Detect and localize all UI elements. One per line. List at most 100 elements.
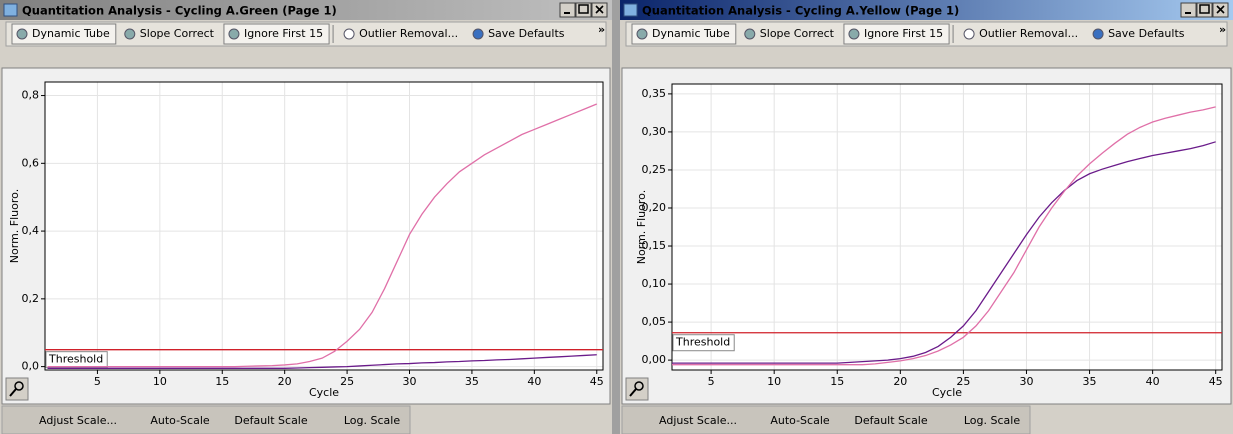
x-tick-label: 35	[1083, 375, 1097, 388]
x-tick-label: 5	[708, 375, 715, 388]
button-icon	[228, 28, 240, 40]
glyph	[1216, 5, 1225, 14]
footer-button[interactable]: Auto-Scale	[150, 414, 210, 427]
y-tick-label: 0,20	[642, 201, 667, 214]
button-icon	[472, 28, 484, 40]
x-tick-label: 20	[278, 375, 292, 388]
x-axis-label: Cycle	[932, 386, 962, 399]
y-tick-label: 0,8	[22, 89, 40, 102]
x-tick-label: 25	[956, 375, 970, 388]
zoom-icon	[9, 388, 17, 397]
x-tick-label: 30	[403, 375, 417, 388]
x-tick-label: 10	[153, 375, 167, 388]
toolbar-button-label: Dynamic Tube	[32, 27, 110, 40]
footer-tab	[621, 405, 1031, 434]
series-line	[672, 106, 1216, 366]
y-tick-label: 0,6	[22, 156, 40, 169]
button-icon	[963, 28, 975, 40]
toolbar-button-label: Save Defaults	[1108, 27, 1185, 40]
x-tick-label: 15	[830, 375, 844, 388]
title-bar	[620, 0, 1233, 20]
x-tick-label: 35	[465, 375, 479, 388]
x-tick-label: 40	[527, 375, 541, 388]
x-axis-label: Cycle	[309, 386, 339, 399]
window-separator	[612, 0, 620, 434]
glyph	[595, 5, 604, 14]
series-line	[47, 103, 598, 368]
glyph	[1199, 4, 1210, 14]
toolbar-button-label: Outlier Removal...	[359, 27, 458, 40]
plot-area	[45, 82, 603, 370]
footer-button[interactable]: Log. Scale	[964, 414, 1020, 427]
window-min-button[interactable]	[559, 2, 576, 18]
x-tick-label: 5	[94, 375, 101, 388]
y-tick-label: 0,25	[642, 163, 667, 176]
plot-frame	[44, 81, 604, 371]
series-line	[47, 354, 597, 369]
toolbar-button-label: Save Defaults	[488, 27, 565, 40]
x-tick-label: 45	[1209, 375, 1223, 388]
y-tick-label: 0,05	[642, 315, 667, 328]
footer-button[interactable]: Adjust Scale...	[659, 414, 737, 427]
y-tick-label: 0,2	[22, 292, 40, 305]
toolbar-button-label: Dynamic Tube	[652, 27, 730, 40]
glyph	[578, 4, 589, 14]
threshold-label: Threshold	[48, 353, 103, 366]
title-bar	[0, 0, 612, 20]
window-min-button[interactable]	[1180, 2, 1197, 18]
y-tick-label: 0,35	[642, 87, 667, 100]
toolbar-overflow[interactable]: »	[598, 23, 605, 36]
footer-button[interactable]: Auto-Scale	[770, 414, 830, 427]
x-tick-label: 25	[340, 375, 354, 388]
button-icon	[343, 28, 355, 40]
y-tick-label: 0,4	[22, 224, 40, 237]
footer-tab	[1, 405, 411, 434]
window: Quantitation Analysis - Cycling A.Yellow…	[620, 0, 1233, 434]
x-tick-label: 45	[590, 375, 604, 388]
x-tick-label: 15	[215, 375, 229, 388]
x-tick-label: 30	[1019, 375, 1033, 388]
toolbar-button[interactable]	[11, 23, 117, 45]
series-line	[672, 141, 1216, 364]
plot-frame	[671, 83, 1223, 371]
zoom-icon	[629, 388, 637, 397]
y-tick-label: 0,15	[642, 239, 667, 252]
toolbar-button-label: Slope Correct	[760, 27, 835, 40]
window: Quantitation Analysis - Cycling A.Green …	[0, 0, 612, 434]
zoom-icon	[634, 381, 644, 391]
footer-button[interactable]: Default Scale	[854, 414, 928, 427]
footer-button[interactable]: Default Scale	[234, 414, 308, 427]
y-axis-label: Norm. Fluoro.	[8, 189, 21, 263]
window-title: Quantitation Analysis - Cycling A.Green …	[22, 4, 337, 18]
threshold-label: Threshold	[675, 336, 730, 349]
button-icon	[848, 28, 860, 40]
toolbar-overflow[interactable]: »	[1219, 23, 1226, 36]
toolbar-button-label: Outlier Removal...	[979, 27, 1078, 40]
zoom-icon	[14, 381, 24, 391]
threshold-label-box	[672, 334, 735, 352]
toolbar-button-label: Ignore First 15	[864, 27, 943, 40]
title-icon	[623, 3, 638, 17]
toolbar-button[interactable]	[631, 23, 737, 45]
y-tick-label: 0,10	[642, 277, 667, 290]
button-icon	[16, 28, 28, 40]
button-icon	[124, 28, 136, 40]
y-tick-label: 0,30	[642, 125, 667, 138]
button-icon	[636, 28, 648, 40]
footer-button[interactable]: Adjust Scale...	[39, 414, 117, 427]
y-tick-label: 0,0	[22, 360, 40, 373]
x-tick-label: 40	[1146, 375, 1160, 388]
x-tick-label: 20	[893, 375, 907, 388]
x-tick-label: 10	[767, 375, 781, 388]
toolbar-button-label: Ignore First 15	[244, 27, 323, 40]
title-icon	[3, 3, 18, 17]
button-icon	[1092, 28, 1104, 40]
y-tick-label: 0,00	[642, 353, 667, 366]
toolbar-button[interactable]	[223, 23, 330, 45]
y-axis-label: Norm. Fluoro.	[635, 190, 648, 264]
window-title: Quantitation Analysis - Cycling A.Yellow…	[642, 4, 959, 18]
footer-button[interactable]: Log. Scale	[344, 414, 400, 427]
toolbar-button-label: Slope Correct	[140, 27, 215, 40]
toolbar-button[interactable]	[843, 23, 950, 45]
